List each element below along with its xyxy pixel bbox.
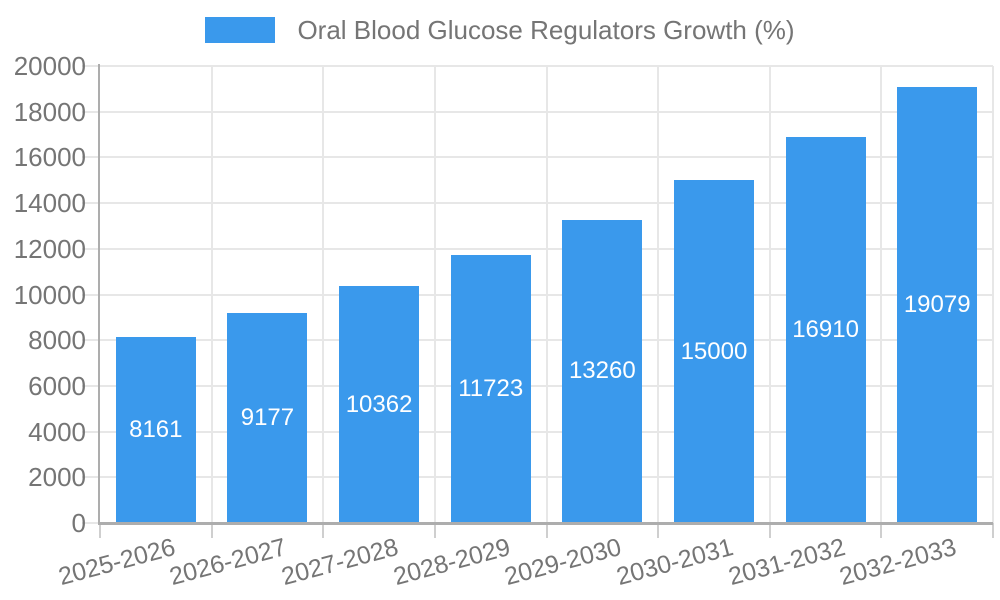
x-axis-label: 2032-2033	[836, 533, 960, 591]
x-axis-label: 2028-2029	[390, 533, 513, 591]
x-gridline	[433, 66, 436, 523]
bar: 9177	[227, 313, 308, 523]
x-tick	[880, 523, 883, 538]
bar: 19079	[897, 87, 978, 523]
bar: 13260	[562, 220, 643, 523]
y-gridline	[82, 156, 993, 159]
y-axis-label: 18000	[13, 96, 86, 127]
bar: 15000	[673, 180, 754, 523]
x-axis-label: 2029-2030	[501, 533, 625, 591]
y-tick	[82, 522, 100, 524]
y-gridline	[82, 293, 993, 296]
bar-value-label: 15000	[680, 337, 748, 365]
bar: 8161	[115, 336, 196, 523]
x-tick	[545, 523, 548, 538]
x-axis-label: 2030-2031	[613, 533, 737, 591]
y-gridline	[82, 202, 993, 205]
y-axis-label: 4000	[28, 416, 86, 447]
y-gridline	[82, 110, 993, 113]
x-tick	[992, 523, 994, 538]
x-axis-label: 2031-2032	[725, 533, 848, 591]
bar: 16910	[785, 136, 866, 523]
y-gridline	[82, 339, 993, 342]
bar: 11723	[450, 255, 531, 523]
x-gridline	[322, 66, 325, 523]
y-axis-label: 0	[71, 508, 86, 538]
x-tick	[433, 523, 436, 538]
legend-label: Oral Blood Glucose Regulators Growth (%)	[297, 14, 795, 45]
x-gridline	[210, 66, 213, 523]
bar: 10362	[339, 286, 420, 523]
y-axis-label: 20000	[13, 51, 86, 81]
bar-value-label: 13260	[568, 357, 636, 385]
y-axis-label: 2000	[28, 462, 86, 493]
x-tick	[210, 523, 213, 538]
x-axis-label: 2027-2028	[278, 533, 402, 591]
x-gridline	[880, 66, 883, 523]
x-tick	[768, 523, 771, 538]
y-axis-label: 14000	[13, 188, 86, 219]
y-axis-label: 6000	[28, 370, 86, 401]
x-gridline	[657, 66, 660, 523]
x-axis-label: 2026-2027	[166, 533, 290, 591]
x-gridline	[768, 66, 771, 523]
x-axis-line	[98, 522, 993, 525]
chart-legend: Oral Blood Glucose Regulators Growth (%)	[0, 15, 1000, 45]
legend-swatch	[205, 17, 276, 43]
bar-value-label: 11723	[458, 375, 524, 403]
y-gridline	[82, 247, 993, 250]
bar-value-label: 19079	[903, 291, 971, 318]
x-tick	[322, 523, 325, 538]
y-axis-label: 12000	[13, 233, 86, 264]
x-axis-label: 2025-2026	[55, 533, 179, 591]
y-axis-line	[98, 64, 100, 525]
x-tick	[657, 523, 660, 538]
y-axis-label: 8000	[28, 325, 86, 356]
y-gridline	[82, 384, 993, 387]
bar-value-label: 9177	[240, 404, 295, 432]
x-tick	[99, 523, 101, 538]
y-axis-label: 16000	[13, 142, 86, 173]
x-gridline	[545, 66, 548, 523]
y-gridline	[82, 430, 993, 433]
y-gridline	[82, 476, 993, 479]
bar-value-label: 8161	[129, 415, 183, 443]
bar-value-label: 16910	[792, 315, 859, 343]
y-axis-label: 10000	[13, 279, 86, 310]
y-gridline	[82, 65, 993, 67]
bar-value-label: 10362	[345, 390, 413, 418]
x-gridline	[992, 66, 994, 523]
